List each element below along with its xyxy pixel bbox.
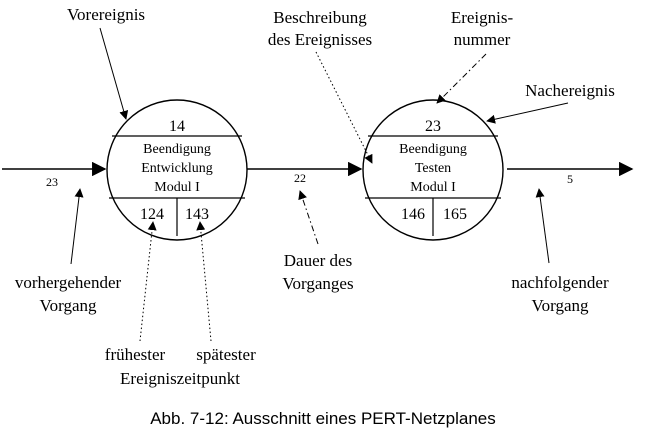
activity-incoming: 23 [2,161,107,189]
event-node-2: 23 Beendigung Testen Modul I 146 165 [362,99,504,241]
event-2-description-line2: Testen [415,161,451,176]
event-node-1: 14 Beendigung Entwicklung Modul I 124 14… [106,99,248,241]
pointer-spaetester [196,221,212,342]
figure-caption: Abb. 7-12: Ausschnitt eines PERT-Netzpla… [150,409,496,428]
label-vorereignis: Vorereignis [67,5,145,24]
event-1-number: 14 [169,118,185,135]
pointer-vorhergehender [70,188,84,265]
activity-between: 22 [247,161,363,185]
pointer-fruehester [139,221,157,342]
label-vorhergehender-line2: Vorgang [40,296,97,315]
label-nachereignis: Nachereignis [525,81,615,100]
event-1-description-line3: Modul I [154,180,200,195]
pointer-nachfolgender [535,188,550,264]
label-spaetester: spätester [196,345,256,364]
activity-incoming-duration: 23 [46,175,58,189]
event-2-latest-time: 165 [443,206,467,223]
label-beschreibung-line1: Beschreibung [273,8,367,27]
label-vorhergehender-line1: vorhergehender [15,273,122,292]
pointer-dauer [298,190,319,245]
pointer-vorereignis [99,27,129,120]
activity-between-duration: 22 [294,171,306,185]
activity-outgoing: 5 [507,161,634,186]
label-dauer-line2: Vorganges [282,274,353,293]
label-ereignisnummer-line1: Ereignis- [451,8,514,27]
event-1-latest-time: 143 [185,206,209,223]
activity-outgoing-duration: 5 [567,172,573,186]
event-1-earliest-time: 124 [140,206,164,223]
event-2-number: 23 [425,118,441,135]
label-ereigniszeitpunkt: Ereigniszeitpunkt [120,369,240,388]
label-nachfolgender-line1: nachfolgender [511,273,609,292]
pointer-nachereignis [486,102,569,124]
label-dauer-line1: Dauer des [284,251,352,270]
label-beschreibung-line2: des Ereignisses [268,30,372,49]
event-1-description-line1: Beendigung [143,142,211,157]
pointer-ereignisnummer [436,53,487,104]
event-2-description-line1: Beendigung [399,142,467,157]
pointer-beschreibung [315,51,373,164]
event-2-earliest-time: 146 [401,206,425,223]
event-1-description-line2: Entwicklung [141,161,213,176]
label-ereignisnummer-line2: nummer [454,30,511,49]
event-2-description-line3: Modul I [410,180,456,195]
label-nachfolgender-line2: Vorgang [532,296,589,315]
label-fruehester: frühester [105,345,166,364]
